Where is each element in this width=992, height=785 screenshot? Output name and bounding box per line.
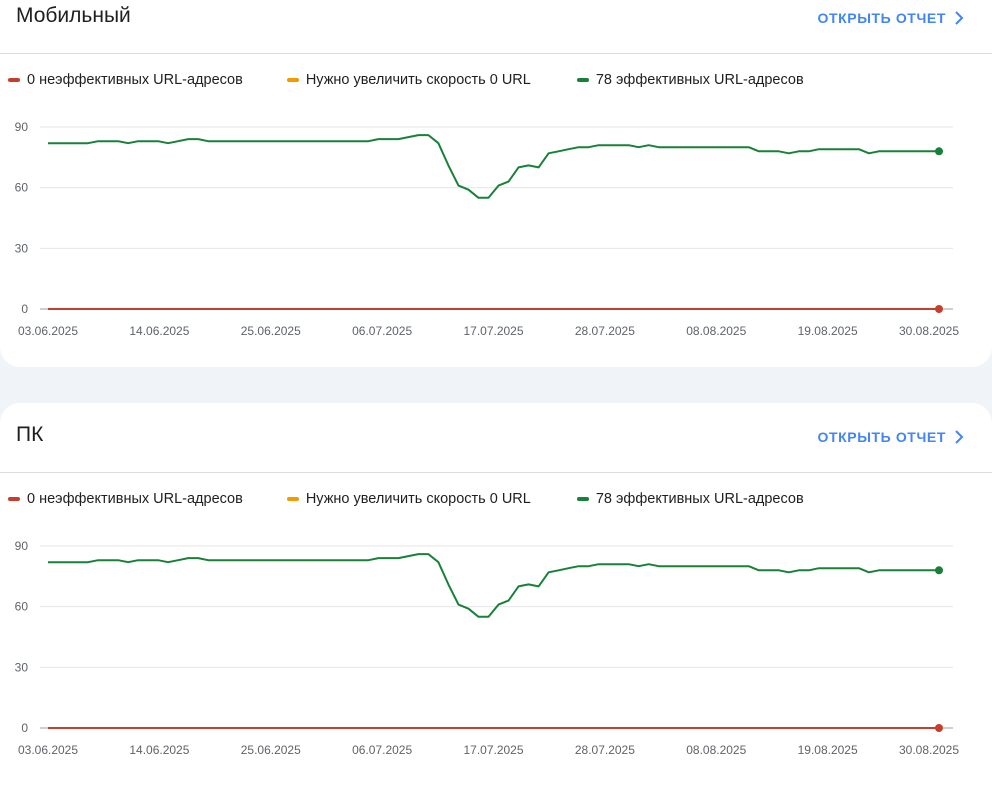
x-tick-label: 30.08.2025 <box>899 324 959 338</box>
line-chart-desktop: 0 30 60 90 03.06.2025 14.06.2025 25.06.2025 06.… <box>15 539 960 757</box>
legend-item-good[interactable]: 78 эффективных URL-адресов <box>576 491 804 507</box>
legend-label: Нужно увеличить скорость 0 URL <box>305 491 531 507</box>
divider <box>0 53 992 54</box>
legend-label: 0 неэффективных URL-адресов <box>27 491 243 507</box>
x-tick-label: 03.06.2025 <box>18 324 78 338</box>
x-tick-label: 17.07.2025 <box>463 743 523 757</box>
series-end-point <box>935 305 943 313</box>
y-tick-label: 0 <box>21 302 28 316</box>
series-line <box>48 553 939 618</box>
legend-label: 78 эффективных URL-адресов <box>595 491 804 507</box>
legend-swatch <box>8 78 20 82</box>
x-tick-label: 14.06.2025 <box>129 324 189 338</box>
legend-swatch <box>286 497 299 501</box>
y-tick-label: 30 <box>15 241 29 255</box>
open-report-label: ОТКРЫТЬ ОТЧЕТ <box>817 429 946 445</box>
card-title: Мобильный <box>16 4 131 27</box>
open-report-link[interactable]: ОТКРЫТЬ ОТЧЕТ <box>817 429 964 445</box>
legend-swatch <box>8 497 20 501</box>
y-tick-label: 90 <box>15 120 29 134</box>
chart-legend: 0 неэффективных URL-адресов Нужно увелич… <box>8 72 848 88</box>
y-tick-label: 90 <box>15 539 29 553</box>
open-report-label: ОТКРЫТЬ ОТЧЕТ <box>817 10 946 26</box>
legend-label: 0 неэффективных URL-адресов <box>27 72 243 88</box>
series-end-point <box>935 724 943 732</box>
series-end-point <box>935 147 943 156</box>
x-tick-label: 17.07.2025 <box>463 324 523 338</box>
x-tick-label: 30.08.2025 <box>899 743 959 757</box>
x-tick-label: 28.07.2025 <box>575 743 635 757</box>
card-mobile: Мобильный ОТКРЫТЬ ОТЧЕТ 0 неэффективных … <box>0 0 992 367</box>
x-tick-label: 06.07.2025 <box>352 743 412 757</box>
legend-swatch <box>286 78 299 82</box>
chevron-right-icon <box>955 430 964 444</box>
legend-swatch <box>576 497 589 501</box>
x-tick-label: 19.08.2025 <box>798 743 858 757</box>
chevron-right-icon <box>955 11 964 25</box>
legend-item-needs-improvement[interactable]: Нужно увеличить скорость 0 URL <box>286 491 531 507</box>
x-tick-label: 03.06.2025 <box>18 743 78 757</box>
x-tick-label: 25.06.2025 <box>241 743 301 757</box>
divider <box>0 472 992 473</box>
x-tick-label: 08.08.2025 <box>686 324 746 338</box>
y-tick-label: 30 <box>15 660 29 674</box>
legend-item-good[interactable]: 78 эффективных URL-адресов <box>576 72 804 88</box>
legend-item-poor[interactable]: 0 неэффективных URL-адресов <box>8 491 243 507</box>
x-tick-label: 14.06.2025 <box>129 743 189 757</box>
x-tick-label: 28.07.2025 <box>575 324 635 338</box>
legend-label: Нужно увеличить скорость 0 URL <box>305 72 531 88</box>
series-line <box>48 134 939 199</box>
y-tick-label: 60 <box>15 181 29 195</box>
y-tick-label: 0 <box>21 721 28 735</box>
x-tick-label: 06.07.2025 <box>352 324 412 338</box>
x-tick-label: 19.08.2025 <box>798 324 858 338</box>
card-title: ПК <box>16 423 44 446</box>
legend-item-poor[interactable]: 0 неэффективных URL-адресов <box>8 72 243 88</box>
line-chart-mobile: 0 30 60 90 03.06.2025 14.06.2025 25.06.2025 06.… <box>15 120 960 338</box>
card-desktop: ПК ОТКРЫТЬ ОТЧЕТ 0 неэффективных URL-адр… <box>0 403 992 785</box>
x-tick-label: 25.06.2025 <box>241 324 301 338</box>
chart-legend: 0 неэффективных URL-адресов Нужно увелич… <box>8 491 848 507</box>
legend-item-needs-improvement[interactable]: Нужно увеличить скорость 0 URL <box>286 72 531 88</box>
y-tick-label: 60 <box>15 600 29 614</box>
open-report-link[interactable]: ОТКРЫТЬ ОТЧЕТ <box>817 10 964 26</box>
x-tick-label: 08.08.2025 <box>686 743 746 757</box>
legend-label: 78 эффективных URL-адресов <box>595 72 804 88</box>
legend-swatch <box>576 78 589 82</box>
series-end-point <box>935 566 943 575</box>
